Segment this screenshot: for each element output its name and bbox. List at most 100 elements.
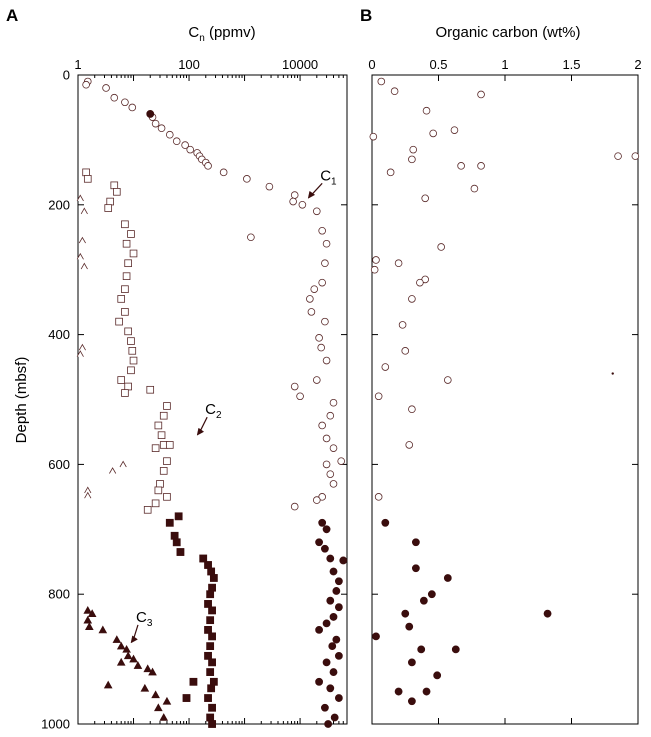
annotation-label-sub: 2 [216, 410, 222, 421]
data-point-triangle-open [78, 343, 86, 351]
data-point-circle-open [408, 405, 416, 414]
x-tick-label: 10000 [282, 57, 318, 72]
data-point-circle-filled [433, 671, 442, 680]
data-point-square-filled [199, 554, 208, 563]
panel-letter-b: B [360, 6, 372, 25]
data-point-square-filled [206, 668, 215, 676]
data-point-triangle-open [109, 467, 117, 474]
data-point-square-open [124, 382, 132, 391]
data-point-square-filled [204, 625, 212, 634]
data-point-square-filled [206, 713, 215, 722]
data-point-circle-filled [407, 658, 416, 667]
data-point-triangle-filled [87, 609, 97, 617]
data-point-circle-open [329, 398, 338, 407]
data-point-square-open [113, 188, 121, 196]
data-point-circle-open [422, 106, 431, 115]
data-point-circle-filled [324, 720, 333, 728]
data-point-circle-filled [329, 567, 338, 576]
data-point-square-open [110, 181, 119, 190]
panel-a: A Cn (ppmv) Depth (mbsf) 0 200 400 600 800 10… [6, 6, 348, 732]
data-point-triangle-open [80, 262, 88, 270]
data-point-square-filled [174, 512, 183, 521]
data-point-square-filled [208, 703, 216, 712]
data-point-circle-open [317, 343, 325, 352]
annotation-label-sub: 3 [147, 618, 153, 629]
data-point-square-open [159, 467, 168, 475]
data-point-circle-open [370, 265, 379, 274]
data-point-circle-filled [326, 684, 335, 693]
data-point-circle-open [298, 201, 307, 209]
data-point-square-open [122, 239, 131, 248]
data-point-circle-open [444, 376, 452, 384]
panel-a-y-ticks: 0 200 400 600 800 1000 [41, 68, 347, 732]
data-point-circle-open [306, 295, 314, 303]
data-point-square-open [151, 444, 160, 452]
data-point-circle-open [326, 411, 335, 420]
data-point-square-filled [208, 658, 216, 667]
data-point-circle-open [409, 145, 418, 154]
panel-a-title-unit: (ppmv) [205, 24, 256, 41]
data-point-circle-open [421, 194, 430, 203]
data-point-circle-open [408, 155, 416, 164]
data-point-circle-open [110, 93, 119, 102]
data-point-circle-open [326, 470, 335, 478]
data-point-triangle-open [84, 491, 92, 499]
data-point-square-filled [207, 684, 216, 693]
data-point-circle-open [322, 239, 331, 248]
data-point-circle-filled [394, 687, 403, 696]
data-point-square-open [104, 204, 113, 212]
data-point-square-open [128, 347, 137, 355]
data-point-triangle-filled [116, 641, 126, 650]
data-point-square-open [156, 480, 164, 488]
data-point-circle-open [394, 259, 403, 268]
data-point-circle-open [186, 145, 195, 154]
data-point-circle-filled [329, 613, 338, 621]
data-point-square-open [117, 295, 126, 303]
data-point-square-filled [208, 720, 216, 728]
data-point-circle-open [381, 363, 390, 371]
data-point-square-filled [209, 677, 218, 686]
data-point-circle-filled [419, 596, 428, 605]
data-point-circle-open [398, 321, 407, 329]
data-point-circle-filled [318, 518, 327, 527]
data-point-square-filled [204, 694, 212, 702]
data-point-circle-open [614, 152, 622, 160]
data-point-triangle-filled [129, 654, 138, 663]
data-point-circle-open [322, 356, 331, 365]
data-point-circle-open [312, 376, 321, 384]
data-point-circle-open [318, 278, 326, 287]
data-point-circle-filled [315, 625, 323, 634]
data-point-square-open [154, 486, 163, 495]
data-point-circle-open [247, 233, 255, 242]
data-point-square-filled [206, 590, 215, 599]
data-point-square-open [124, 259, 132, 268]
data-point-circle-open [290, 191, 299, 199]
panel-letter-a: A [6, 6, 18, 25]
y-tick-label: 200 [48, 197, 70, 212]
data-point-triangle-filled [143, 664, 153, 673]
data-point-triangle-filled [85, 622, 94, 630]
data-point-square-filled [207, 567, 216, 576]
data-point-triangle-open [76, 350, 84, 357]
data-point-circle-filled [322, 619, 331, 628]
data-point-square-open [129, 356, 138, 365]
panel-b-title: Organic carbon (wt%) [435, 24, 580, 41]
data-point-square-open [127, 366, 135, 375]
data-point-circle-filled [411, 564, 420, 573]
data-point-circle-open [102, 84, 110, 92]
data-point-triangle-filled [116, 657, 126, 666]
data-point-circle-open [429, 129, 437, 138]
data-point-circle-open [322, 460, 331, 469]
data-point-circle-open [374, 493, 383, 501]
x-tick-label: 1.5 [562, 57, 580, 72]
data-point-circle-open [265, 182, 274, 191]
annotation-label-main: C [205, 401, 216, 418]
data-point-circle-filled [315, 538, 323, 547]
data-point-circle-filled [326, 554, 335, 563]
data-point-square-filled [204, 561, 212, 569]
data-point-triangle-filled [83, 606, 93, 614]
data-point-circle-filled [405, 622, 414, 631]
data-point-square-filled [208, 583, 216, 592]
